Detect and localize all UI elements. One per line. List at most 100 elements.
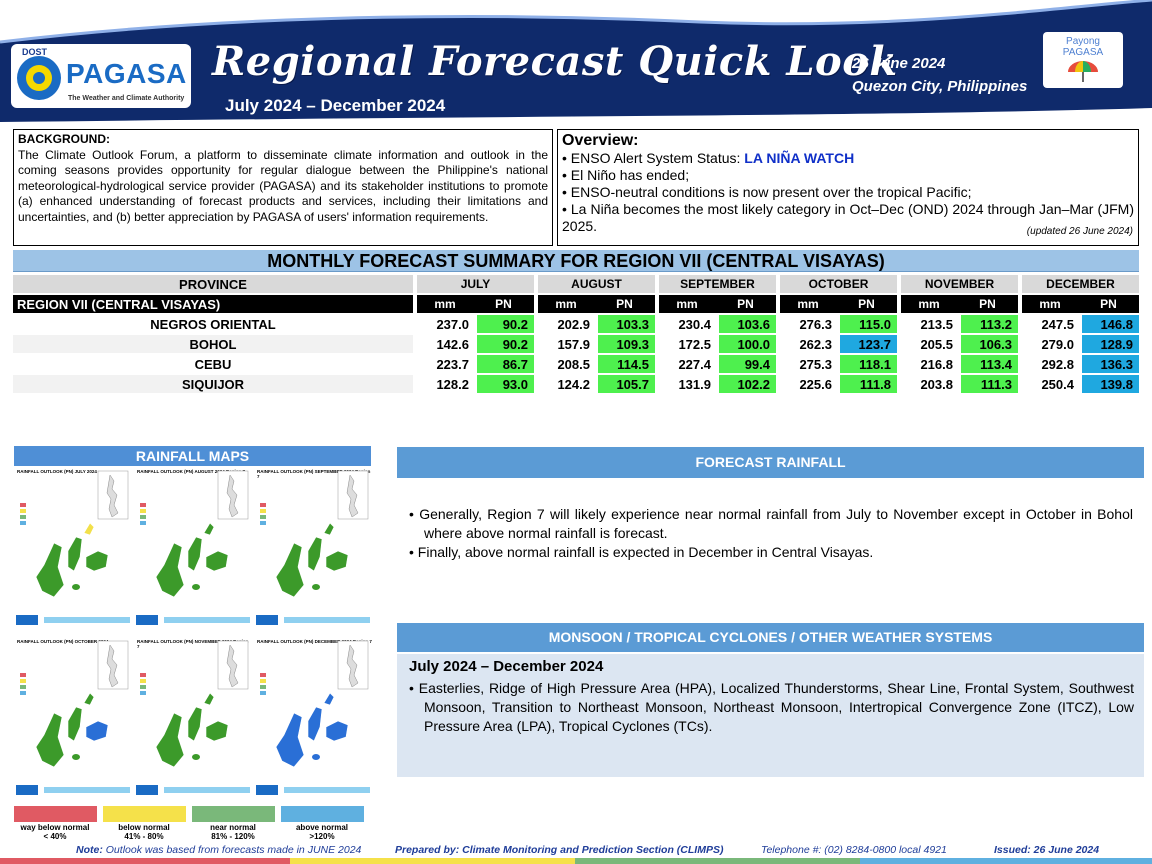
table-row: SIQUIJOR 128.2 93.0 124.2 105.7 131.9 102.2 225… — [13, 375, 1139, 393]
footer: Note: Outlook was based from forecasts m… — [0, 842, 1152, 858]
rainfall-mm-cell: 275.3 — [776, 355, 836, 373]
page-header: DOST PAGASA The Weather and Climate Auth… — [0, 0, 1152, 122]
month-header: SEPTEMBER — [655, 275, 776, 293]
rainfall-mm-cell: 247.5 — [1018, 315, 1078, 333]
percent-normal-cell: 113.4 — [957, 355, 1018, 373]
province-name: CEBU — [194, 356, 232, 372]
pagasa-logo — [11, 44, 191, 108]
weather-systems-text: • Easterlies, Ridge of High Pressure Are… — [409, 680, 1134, 734]
rainfall-mm-cell: 262.3 — [776, 335, 836, 353]
forecast-bullet: • Finally, above normal rainfall is expe… — [409, 544, 874, 560]
percent-normal-cell: 90.2 — [473, 315, 534, 333]
mm-header: mm — [897, 295, 957, 313]
percent-normal-cell: 106.3 — [957, 335, 1018, 353]
umbrella-icon — [1068, 61, 1098, 82]
legend-label: way below normal < 40% — [20, 823, 90, 841]
legend-label: near normal 81% - 120% — [210, 823, 256, 841]
percent-normal-cell: 111.3 — [957, 375, 1018, 393]
pn-header: PN — [957, 295, 1018, 313]
weather-systems-heading: MONSOON / TROPICAL CYCLONES / OTHER WEAT… — [397, 623, 1144, 652]
header-period: July 2024 – December 2024 — [225, 96, 446, 115]
mm-header: mm — [413, 295, 473, 313]
rainfall-mm-cell: 230.4 — [655, 315, 715, 333]
pn-header: PN — [715, 295, 776, 313]
rainfall-map-title: RAINFALL OUTLOOK (PN) OCTOBER 2024 — [17, 639, 109, 644]
rainfall-map-title: RAINFALL OUTLOOK (PN) SEPTEMBER 2024 Reg… — [257, 469, 371, 479]
month-header: JULY — [413, 275, 534, 293]
rainfall-mm-cell: 124.2 — [534, 375, 594, 393]
rainfall-map-panel: RAINFALL OUTLOOK (PN) NOVEMBER 2024 Regi… — [134, 637, 252, 803]
payong-line1: Payong — [1066, 36, 1100, 47]
header-location: Quezon City, Philippines — [852, 78, 1028, 95]
footer-note: Note: Outlook was based from forecasts m… — [76, 844, 362, 856]
payong-line2: PAGASA — [1062, 47, 1104, 58]
background-heading: BACKGROUND: — [18, 132, 110, 146]
overview-item: • ENSO Alert System Status: LA NIÑA WATC… — [562, 150, 855, 166]
rainfall-maps-heading: RAINFALL MAPS — [14, 446, 371, 466]
rainfall-map-panel: RAINFALL OUTLOOK (PN) SEPTEMBER 2024 Reg… — [254, 467, 372, 633]
legend-swatch — [103, 806, 186, 822]
forecast-rainfall-heading: FORECAST RAINFALL — [397, 447, 1144, 478]
overview-panel: Overview: • ENSO Alert System Status: LA… — [557, 129, 1139, 246]
month-header: NOVEMBER — [897, 275, 1018, 293]
forecast-table-title: MONTHLY FORECAST SUMMARY FOR REGION VII … — [13, 250, 1139, 272]
background-panel: BACKGROUND: The Climate Outlook Forum, a… — [13, 129, 553, 246]
mm-header: mm — [1018, 295, 1078, 313]
rainfall-map-image — [16, 640, 130, 795]
overview-item: • ENSO-neutral conditions is now present… — [562, 184, 972, 200]
footer-telephone: Telephone #: (02) 8284-0800 local 4921 — [761, 844, 947, 856]
percent-normal-cell: 139.8 — [1078, 375, 1139, 393]
rainfall-map-image — [136, 640, 250, 795]
footer-issued: Issued: 26 June 2024 — [994, 844, 1100, 856]
percent-normal-cell: 100.0 — [715, 335, 776, 353]
rainfall-map-title: RAINFALL OUTLOOK (PN) JULY 2024 — [17, 469, 97, 474]
rainfall-mm-cell: 227.4 — [655, 355, 715, 373]
rainfall-mm-cell: 202.9 — [534, 315, 594, 333]
pagasa-seal-icon — [17, 56, 61, 100]
rainfall-mm-cell: 216.8 — [897, 355, 957, 373]
weather-systems-panel: July 2024 – December 2024 • Easterlies, … — [397, 654, 1144, 777]
province-name: BOHOL — [13, 335, 413, 353]
rainfall-legend: way below normal < 40% below normal 41% - 8… — [14, 806, 371, 846]
rainfall-map-panel: RAINFALL OUTLOOK (PN) OCTOBER 2024 — [14, 637, 132, 803]
legend-swatch — [192, 806, 275, 822]
percent-normal-cell: 115.0 — [836, 315, 897, 333]
percent-normal-cell: 136.3 — [1078, 355, 1139, 373]
rainfall-mm-cell: 279.0 — [1018, 335, 1078, 353]
rainfall-mm-cell: 225.6 — [776, 375, 836, 393]
percent-normal-cell: 105.7 — [594, 375, 655, 393]
legend-label: above normal >120% — [295, 823, 348, 841]
percent-normal-cell: 146.8 — [1078, 315, 1139, 333]
overview-item: • El Niño has ended; — [562, 167, 690, 183]
sub-header-row: REGION VII (CENTRAL VISAYAS) mm PN mm PN m… — [13, 295, 1139, 313]
percent-normal-cell: 118.1 — [836, 355, 897, 373]
rainfall-mm-cell: 250.4 — [1018, 375, 1078, 393]
table-row: NEGROS ORIENTAL 237.0 90.2 202.9 103.3 230.4 1… — [13, 315, 1139, 333]
province-name: SIQUIJOR — [13, 375, 413, 393]
rainfall-mm-cell: 172.5 — [655, 335, 715, 353]
overview-updated-note: (updated 26 June 2024) — [1026, 226, 1133, 237]
rainfall-mm-cell: 213.5 — [897, 315, 957, 333]
rainfall-mm-cell: 142.6 — [413, 335, 473, 353]
legend-label: below normal 41% - 80% — [118, 823, 170, 841]
month-header-row: PROVINCE JULY AUGUST SEPTEMBER OCTOBER N… — [13, 275, 1139, 293]
rainfall-map-image — [256, 470, 370, 625]
rainfall-mm-cell: 203.8 — [897, 375, 957, 393]
header-date: 26 June 2024 — [852, 55, 946, 72]
payong-pagasa-logo: Payong PAGASA — [1043, 32, 1123, 88]
footer-prepared: Prepared by: Climate Monitoring and Pred… — [395, 844, 724, 856]
percent-normal-cell: 86.7 — [473, 355, 534, 373]
rainfall-mm-cell: 237.0 — [413, 315, 473, 333]
weather-systems-period: July 2024 – December 2024 — [409, 658, 604, 675]
percent-normal-cell: 123.7 — [836, 335, 897, 353]
percent-normal-cell: 99.4 — [715, 355, 776, 373]
header-banner — [0, 0, 1152, 122]
rainfall-mm-cell: 208.5 — [534, 355, 594, 373]
rainfall-map-panel: RAINFALL OUTLOOK (PN) AUGUST 2024 Region… — [134, 467, 252, 633]
forecast-bullet: • Generally, Region 7 will likely experi… — [409, 506, 1133, 541]
rainfall-mm-cell: 131.9 — [655, 375, 715, 393]
rainfall-map-title: RAINFALL OUTLOOK (PN) NOVEMBER 2024 Regi… — [137, 639, 249, 649]
rainfall-mm-cell: 292.8 — [1018, 355, 1078, 373]
pn-header: PN — [836, 295, 897, 313]
footer-color-bar — [0, 858, 1152, 864]
